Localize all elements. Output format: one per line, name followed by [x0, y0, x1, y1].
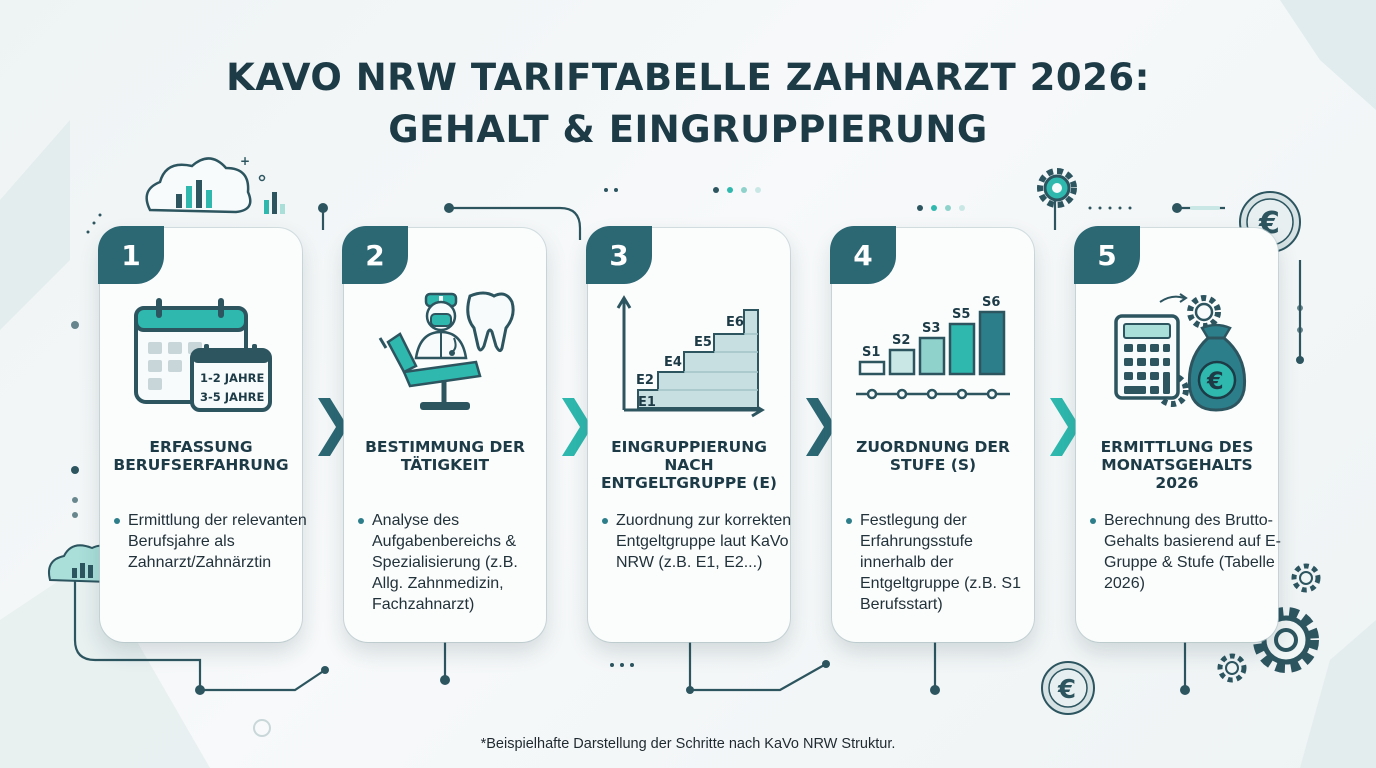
gear-icon — [1291, 563, 1321, 593]
step-title: ERFASSUNG BERUFSERFAHRUNG — [113, 438, 289, 474]
chevron-right-icon — [806, 398, 836, 456]
title-line-2: GEHALT & EINGRUPPIERUNG — [388, 108, 988, 151]
step-number: 5 — [1074, 226, 1140, 284]
step-label: S6 — [982, 295, 1000, 310]
step-number: 4 — [830, 226, 896, 284]
stair-label: E1 — [638, 395, 656, 410]
step-label: S2 — [892, 333, 910, 348]
stair-label: E5 — [694, 335, 712, 350]
bar-steps-icon: S1 S2 S3 S5 S6 — [856, 295, 1010, 400]
step-label: S3 — [922, 321, 940, 336]
footnote: *Beispielhafte Darstellung der Schritte … — [480, 736, 896, 752]
gear-icon — [1217, 653, 1247, 683]
stair-label: E4 — [664, 355, 682, 370]
step-card-4: 4 S1 S2 S3 S5 S6 ZUORDNUNG DER STUFE (S)… — [830, 226, 1034, 642]
step-description: Ermittlung der relevanten Berufsjahre al… — [114, 510, 308, 573]
step-label: S1 — [862, 345, 880, 360]
svg-text:€: € — [1057, 675, 1076, 705]
step-number: 3 — [586, 226, 652, 284]
svg-text:+: + — [240, 154, 250, 168]
gear-icon — [1037, 168, 1077, 208]
step-description: Festlegung der Erfahrungsstufe innerhalb… — [846, 510, 1040, 615]
step-description: Analyse des Aufgabenbereichs & Spezialis… — [358, 510, 552, 615]
calendar-label: 3-5 JAHRE — [200, 390, 264, 404]
step-label: S5 — [952, 307, 970, 322]
euro-coin-icon: € — [1041, 661, 1095, 715]
chevron-right-icon — [318, 398, 348, 456]
dentist-chair-icon — [378, 291, 515, 410]
step-title: EINGRUPPIERUNG NACH ENTGELTGRUPPE (E) — [600, 438, 778, 492]
calendar-label: 1-2 JAHRE — [200, 371, 264, 385]
step-card-2: 2 BESTIMMUNG DER TÄTIGKEIT Analyse des A… — [342, 226, 546, 642]
calendar-icon: 1-2 JAHRE 3-5 JAHRE — [134, 298, 272, 412]
step-card-1: 1 1-2 JAHRE 3-5 JAHRE ERFASSUNG BERUFSER… — [98, 226, 307, 642]
step-card-3: 3 E1 E2 E4 E5 E6 EINGRUPPIERUNG NACH ENT… — [586, 226, 791, 642]
chevron-right-icon — [562, 398, 592, 456]
calculator-money-icon: € — [1114, 293, 1247, 412]
step-description: Berechnung des Brutto-Gehalts basierend … — [1090, 510, 1284, 594]
svg-text:€: € — [1206, 367, 1224, 395]
chevron-right-icon — [1050, 398, 1080, 456]
stair-label: E2 — [636, 373, 654, 388]
step-title: ERMITTLUNG DES MONATSGEHALTS 2026 — [1100, 438, 1254, 492]
stair-label: E6 — [726, 315, 744, 330]
staircase-chart-icon: E1 E2 E4 E5 E6 — [616, 295, 765, 418]
step-title: BESTIMMUNG DER TÄTIGKEIT — [365, 438, 525, 474]
page-title: KAVO NRW TARIFTABELLE ZAHNARZT 2026: GEH… — [0, 52, 1376, 156]
step-number: 1 — [98, 226, 164, 284]
step-card-5: 5 € ERMITTLUNG DES MONATSGEHALTS 2026 Be… — [1074, 226, 1281, 642]
cloud-bars-icon — [48, 544, 117, 584]
title-line-1: KAVO NRW TARIFTABELLE ZAHNARZT 2026: — [226, 56, 1150, 99]
step-description: Zuordnung zur korrekten Entgeltgruppe la… — [602, 510, 796, 573]
step-title: ZUORDNUNG DER STUFE (S) — [856, 438, 1010, 474]
cloud-chart-icon: + — [145, 154, 285, 214]
step-number: 2 — [342, 226, 408, 284]
